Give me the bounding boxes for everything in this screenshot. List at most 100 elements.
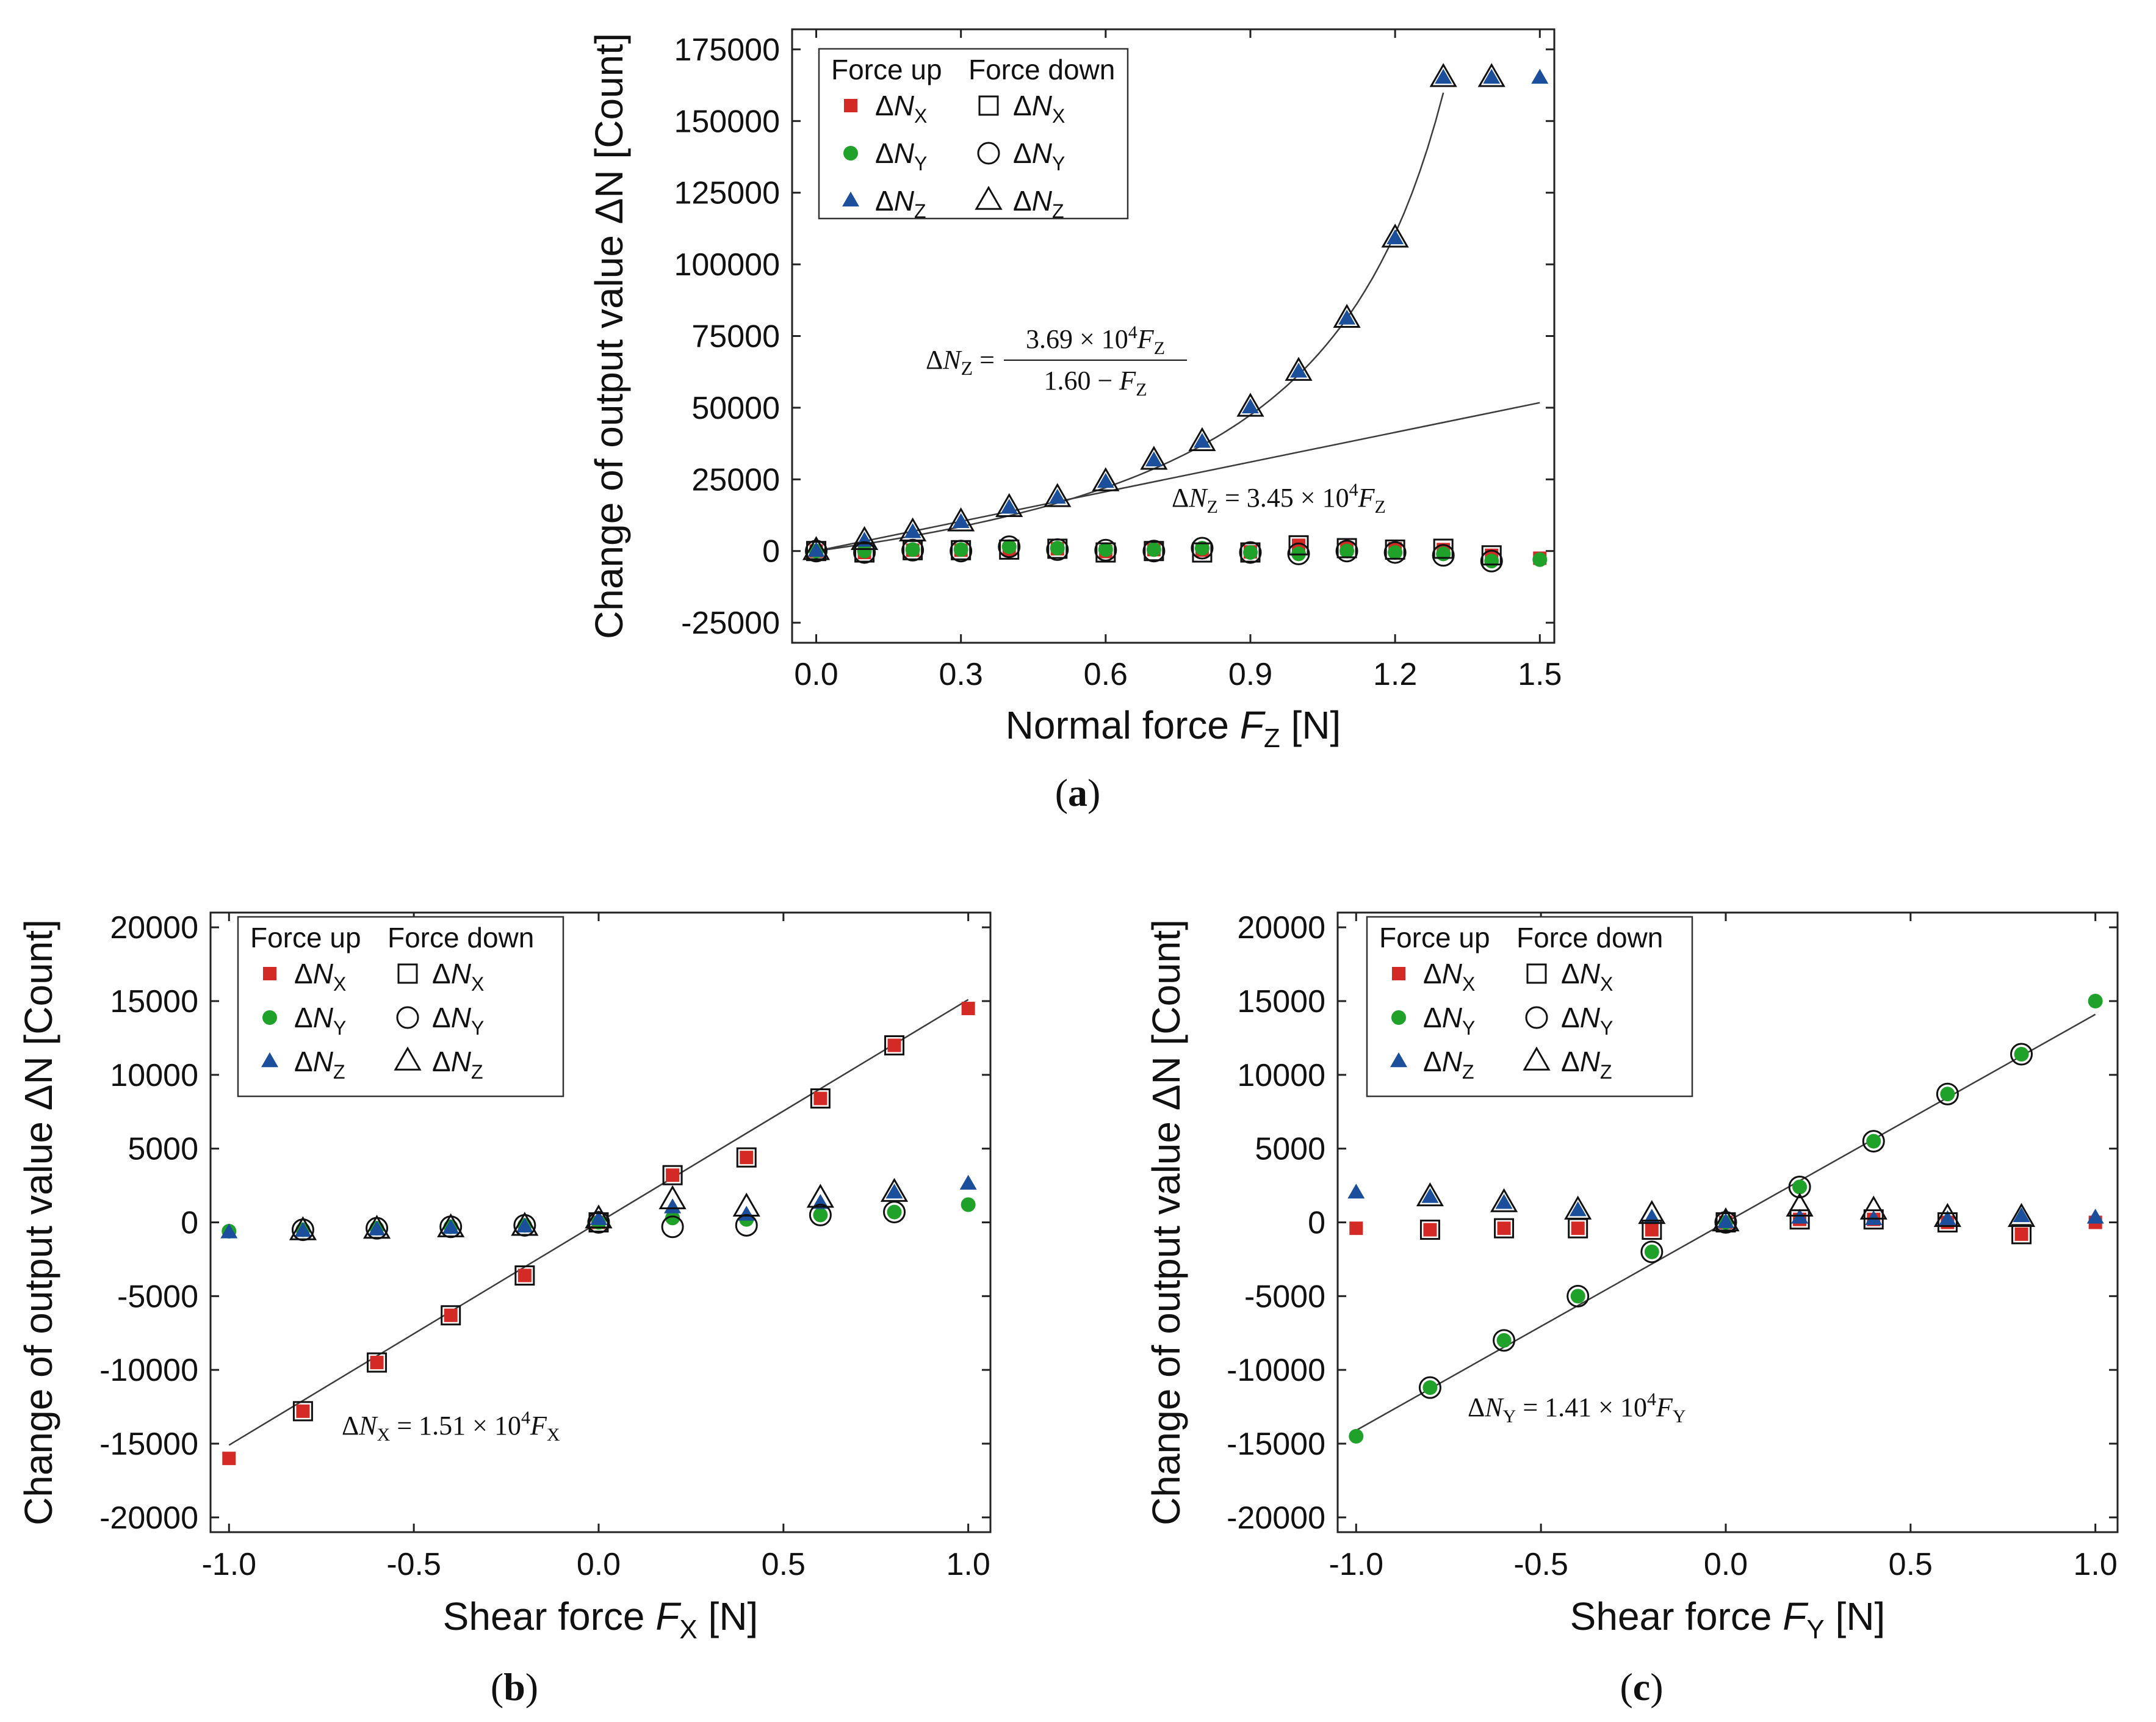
point-z-up xyxy=(368,1220,386,1235)
equation-denominator: 1.60 − FZ xyxy=(1044,366,1147,400)
equation-linear: ΔNZ = 3.45 × 104FZ xyxy=(1172,480,1386,517)
y-tick-label: -15000 xyxy=(1227,1427,1325,1462)
point-z-up xyxy=(1531,68,1549,84)
point-z-up xyxy=(1939,1210,1956,1225)
point-z-down xyxy=(1786,1192,1814,1217)
legend-label-x: ΔNX xyxy=(875,90,927,127)
point-z-up xyxy=(1435,68,1452,84)
point-z-down xyxy=(585,1204,613,1229)
legend-label-z: ΔNZ xyxy=(1423,1046,1474,1083)
legend-var: N xyxy=(1442,958,1463,989)
x-tick-label: -1.0 xyxy=(201,1547,256,1582)
eq-num-sup: 4 xyxy=(1128,322,1137,342)
legend-marker-z-up xyxy=(261,1052,278,1068)
point-y-down xyxy=(998,535,1021,559)
y-tick-label: 10000 xyxy=(1237,1058,1325,1093)
eq-rhs: = 1.51 × 10 xyxy=(390,1411,521,1441)
legend-marker-x-down xyxy=(397,963,418,984)
point-z-up xyxy=(952,513,970,529)
point-z-down xyxy=(880,1178,909,1202)
point-y-down xyxy=(1432,544,1455,567)
legend-label-z: ΔNZ xyxy=(875,185,926,222)
point-z-down xyxy=(2007,1203,2036,1227)
legend-label-z: ΔNZ xyxy=(1561,1046,1612,1083)
point-y-down xyxy=(1094,538,1117,562)
point-x-up xyxy=(444,1308,458,1322)
legend-sub: X xyxy=(1600,973,1613,995)
point-x-up xyxy=(517,1268,532,1282)
point-y-up xyxy=(1388,545,1403,560)
legend-marker-z-down xyxy=(975,186,1003,210)
caption-letter: c xyxy=(1633,1665,1650,1709)
point-x-down xyxy=(806,541,827,562)
caption-paren-close: ) xyxy=(1650,1665,1663,1709)
point-x-down xyxy=(2011,1224,2032,1245)
point-x-down xyxy=(1240,542,1261,563)
point-z-up xyxy=(664,1198,682,1214)
point-z-up xyxy=(442,1219,460,1234)
legend-var: N xyxy=(894,90,915,121)
point-y-up xyxy=(813,1207,828,1223)
caption-paren-close: ) xyxy=(1087,771,1100,814)
eq-num-sub: Z xyxy=(1154,338,1165,358)
y-tick-label: 100000 xyxy=(674,247,780,283)
point-y-down xyxy=(1480,549,1503,573)
x-tick-label: 1.0 xyxy=(2074,1547,2118,1582)
point-y-up xyxy=(1422,1380,1438,1395)
legend-sub: Z xyxy=(471,1061,483,1083)
point-z-down xyxy=(1236,393,1264,417)
y-tick-label: -10000 xyxy=(99,1353,198,1388)
y-tick-label: 50000 xyxy=(691,391,780,426)
point-z-up xyxy=(589,1210,607,1225)
legend-marker-x-down xyxy=(978,95,999,116)
point-y-up xyxy=(1194,541,1210,556)
point-z-up xyxy=(220,1223,238,1239)
point-x-up xyxy=(887,1038,901,1052)
x-axis-label-sub: Z xyxy=(1264,723,1280,753)
legend-var: N xyxy=(894,185,915,217)
eq-var: N xyxy=(942,345,962,375)
legend-delta: Δ xyxy=(1561,1002,1580,1033)
point-z-up xyxy=(294,1221,312,1237)
point-z-up xyxy=(1000,499,1018,514)
legend-label-z: ΔNZ xyxy=(432,1046,483,1083)
legend-var: N xyxy=(1032,90,1053,121)
legend-var: N xyxy=(1580,1046,1601,1077)
legend-marker-z-down xyxy=(394,1046,422,1071)
x-axis-label-suffix: [N] xyxy=(1825,1594,1886,1638)
legend-label-z: ΔNZ xyxy=(1013,185,1064,222)
x-tick-label: 0.9 xyxy=(1228,657,1272,692)
legend-label-y: ΔNY xyxy=(1423,1002,1475,1039)
eq-sup: 4 xyxy=(1647,1389,1656,1409)
point-y-down xyxy=(1567,1284,1590,1308)
point-y-up xyxy=(953,542,968,557)
point-z-down xyxy=(1285,356,1313,381)
legend-var: N xyxy=(1442,1046,1463,1077)
point-y-down xyxy=(1335,540,1358,563)
x-axis-label-sub: X xyxy=(679,1615,697,1644)
legend-delta: Δ xyxy=(294,958,313,989)
point-z-up xyxy=(1421,1188,1439,1203)
point-x-down xyxy=(810,1088,831,1109)
eq-den-var: F xyxy=(1119,366,1136,396)
eq-num-var: F xyxy=(1137,324,1155,354)
point-y-down xyxy=(1862,1130,1885,1153)
point-z-down xyxy=(1859,1195,1887,1220)
legend-var: N xyxy=(1442,1002,1463,1033)
legend-delta: Δ xyxy=(432,958,451,989)
point-y-up xyxy=(1050,541,1065,556)
point-y-up xyxy=(1001,539,1017,554)
point-y-down xyxy=(805,540,828,563)
legend-delta: Δ xyxy=(1013,137,1032,169)
point-y-up xyxy=(1484,554,1499,569)
legend-marker-x-up xyxy=(1392,967,1405,980)
eq-rhs-var: F xyxy=(1358,483,1375,513)
point-y-up xyxy=(1532,552,1548,567)
point-y-up xyxy=(1570,1289,1585,1304)
point-z-down xyxy=(899,517,927,541)
legend-delta: Δ xyxy=(875,185,894,217)
caption-paren-close: ) xyxy=(525,1665,538,1709)
point-y-down xyxy=(950,540,973,563)
point-z-down xyxy=(1638,1199,1666,1225)
point-z-up xyxy=(2013,1207,2030,1223)
